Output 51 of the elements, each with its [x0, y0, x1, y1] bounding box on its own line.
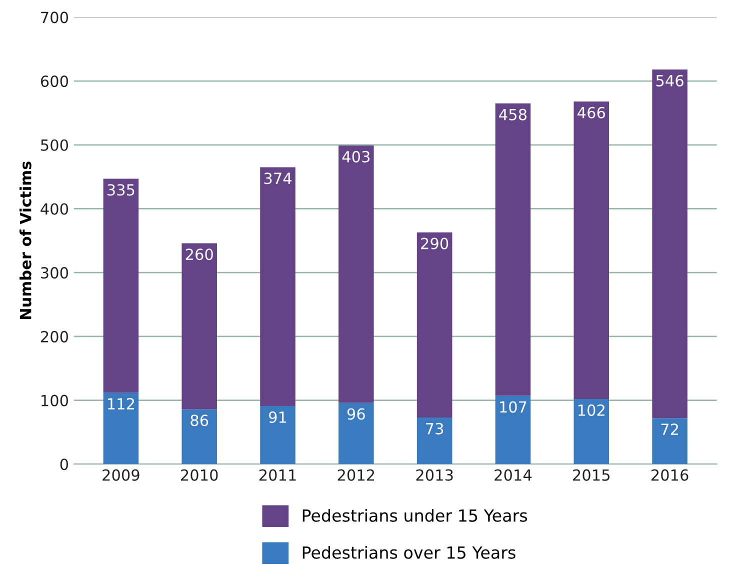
y-tick-label: 600: [40, 76, 68, 88]
bar: [416, 232, 452, 418]
data-label: 260: [186, 248, 213, 260]
bar: [574, 101, 610, 400]
x-tick-label: 2015: [573, 469, 610, 481]
data-label: 335: [108, 184, 134, 196]
y-tick-label: 200: [40, 330, 68, 342]
x-tick-label: 2011: [259, 469, 296, 481]
bar: [652, 70, 688, 418]
y-tick-label: 700: [41, 12, 68, 24]
x-tick-label: 2010: [181, 469, 218, 481]
bar: [260, 406, 296, 464]
data-label: 466: [578, 106, 605, 118]
x-tick-label: 2012: [338, 469, 374, 481]
data-label: 72: [661, 424, 678, 435]
data-label: 107: [500, 401, 526, 413]
bar: [574, 399, 610, 464]
y-tick-label: 500: [41, 139, 68, 151]
data-label: 96: [347, 408, 365, 420]
data-label: 91: [268, 411, 286, 423]
bar: [260, 167, 296, 406]
x-tick-label: 2013: [416, 469, 453, 481]
data-label: 112: [108, 398, 134, 410]
bar: [182, 243, 217, 410]
bar: [338, 402, 374, 464]
bar: [652, 418, 688, 464]
data-label: 458: [499, 108, 527, 120]
data-label: 403: [342, 150, 370, 162]
data-label: 73: [426, 422, 444, 434]
x-tick-label: 2014: [494, 469, 532, 481]
x-tick-label: 2016: [651, 469, 688, 481]
bar: [338, 146, 374, 403]
bar: [495, 103, 531, 396]
y-axis-title: Number of Victims: [20, 162, 32, 320]
data-label: 374: [264, 172, 292, 184]
bar: [182, 409, 217, 464]
data-label: 290: [421, 238, 448, 250]
data-label: 546: [656, 74, 684, 86]
bar: [495, 396, 531, 464]
legend-label: Pedestrians over 15 Years: [302, 546, 516, 559]
legend-label: Pedestrians under 15 Years: [302, 508, 528, 522]
y-tick-label: 300: [41, 267, 68, 279]
data-label: 86: [190, 414, 208, 426]
y-tick-label: 400: [40, 203, 68, 215]
bar: [416, 418, 452, 464]
y-tick-label: 0: [60, 458, 68, 470]
y-tick-label: 100: [42, 394, 68, 406]
x-tick-label: 2009: [102, 469, 140, 481]
bar: [103, 178, 139, 393]
bar: [103, 392, 139, 464]
data-label: 102: [578, 404, 604, 416]
